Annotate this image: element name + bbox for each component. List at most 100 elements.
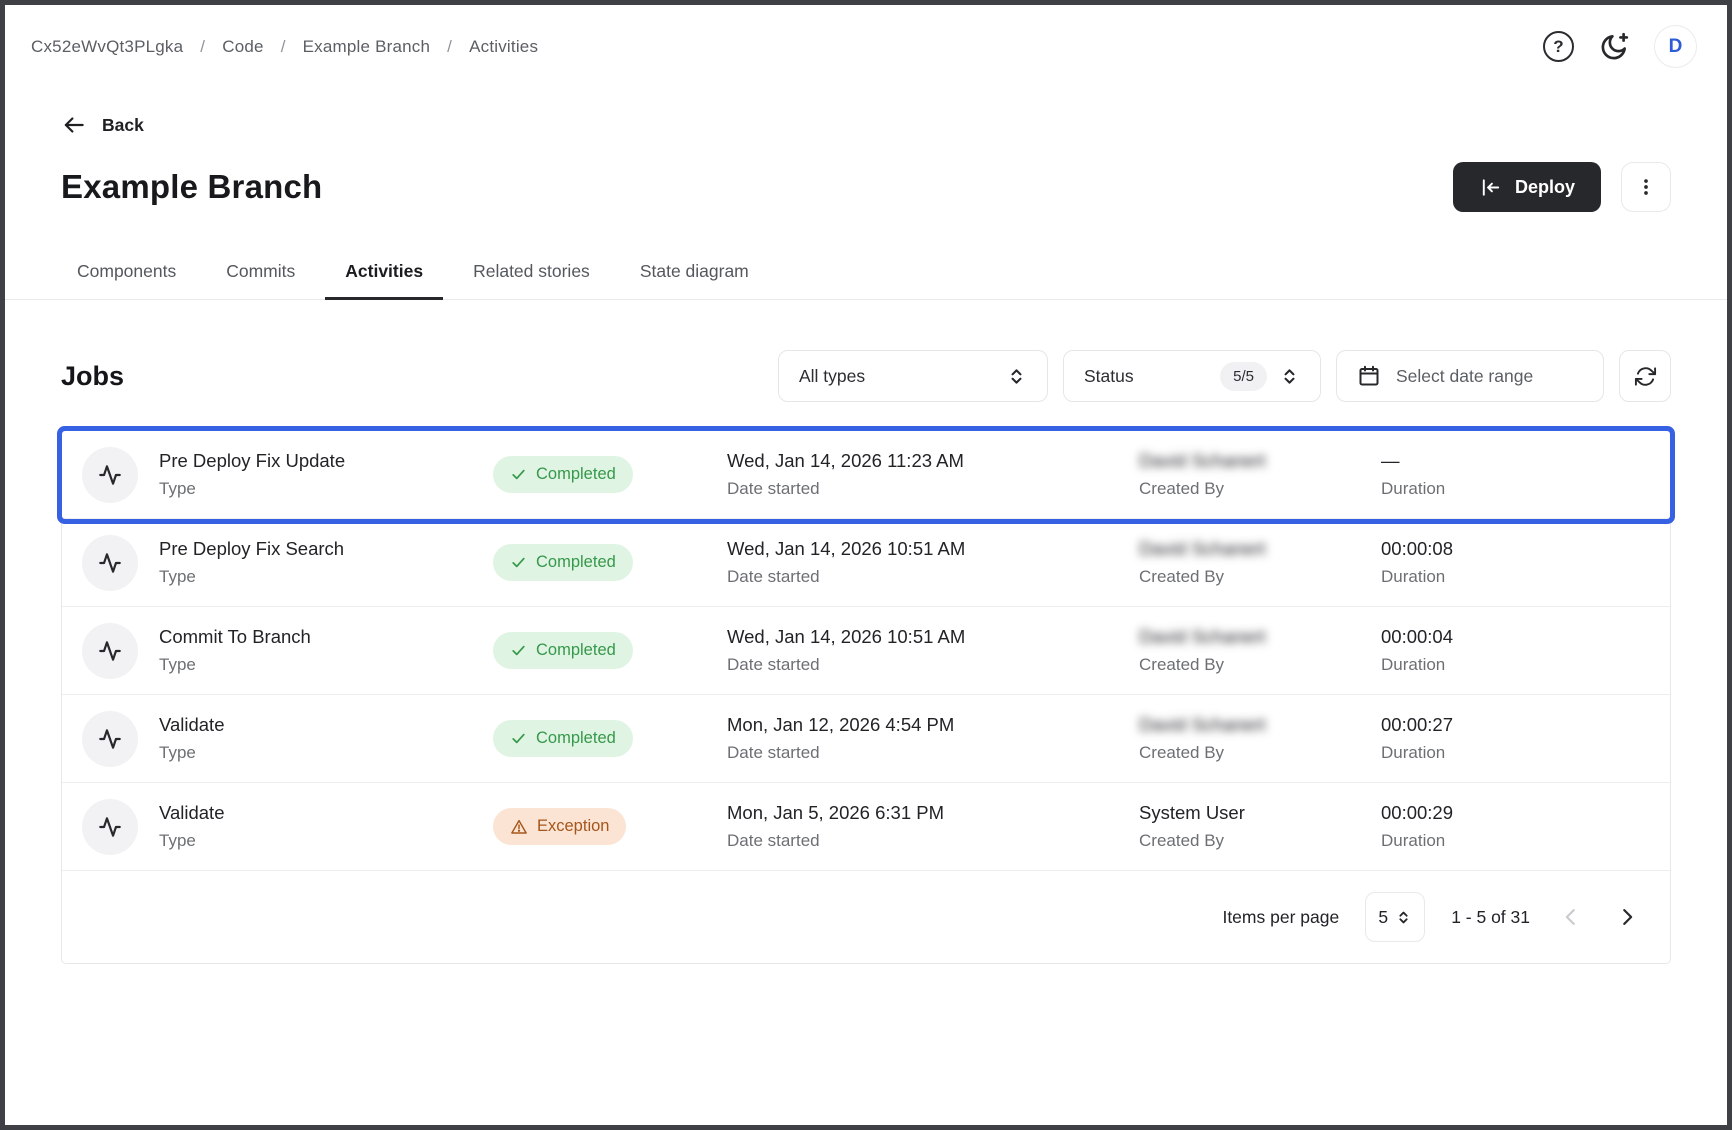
job-duration: 00:00:04 (1381, 626, 1454, 648)
back-arrow-icon (61, 112, 87, 138)
job-row[interactable]: Commit To Branch Type Completed Wed, Jan… (62, 607, 1670, 695)
job-date: Wed, Jan 14, 2026 11:23 AM (727, 450, 964, 472)
job-date: Wed, Jan 14, 2026 10:51 AM (727, 626, 966, 648)
back-label: Back (102, 114, 144, 135)
job-duration: — (1381, 450, 1400, 472)
job-duration: 00:00:29 (1381, 802, 1454, 824)
page-header: Example Branch Deploy (61, 162, 1671, 212)
duration-label: Duration (1381, 830, 1446, 850)
chevron-right-icon (1623, 909, 1633, 925)
items-per-page-value: 5 (1378, 906, 1389, 927)
type-filter-value: All types (799, 365, 866, 386)
refresh-button[interactable] (1619, 350, 1671, 402)
status-filter-select[interactable]: Status 5/5 (1063, 350, 1321, 402)
deploy-button[interactable]: Deploy (1452, 162, 1601, 212)
previous-page-button[interactable] (1556, 902, 1586, 932)
job-created-by: David Schanert (1139, 450, 1266, 472)
job-name: Commit To Branch (159, 626, 311, 648)
chevron-left-icon (1565, 909, 1575, 925)
job-row[interactable]: Validate Type Completed Mon, Jan 12, 202… (62, 695, 1670, 783)
date-started-label: Date started (727, 742, 820, 762)
status-filter-label: Status (1084, 365, 1134, 386)
duration-label: Duration (1381, 742, 1446, 762)
job-row[interactable]: Pre Deploy Fix Search Type Completed Wed… (62, 519, 1670, 607)
tab-bar: Components Commits Activities Related st… (5, 244, 1727, 300)
job-created-by: David Schanert (1139, 626, 1266, 648)
created-by-label: Created By (1139, 654, 1225, 674)
job-type-label: Type (159, 830, 196, 850)
moon-plus-icon (1598, 31, 1630, 63)
job-name: Validate (159, 714, 225, 736)
created-by-label: Created By (1139, 742, 1225, 762)
page-title: Example Branch (61, 168, 323, 205)
job-type-label: Type (159, 654, 196, 674)
status-badge: Completed (493, 720, 633, 757)
status-badge: Completed (493, 632, 633, 669)
job-type-label: Type (159, 566, 196, 586)
items-per-page-select[interactable]: 5 (1365, 892, 1426, 942)
topbar-actions: ? D (1543, 25, 1697, 68)
tab-related-stories[interactable]: Related stories (451, 244, 612, 299)
activity-icon (82, 622, 138, 679)
avatar[interactable]: D (1654, 25, 1697, 68)
check-icon (512, 469, 525, 480)
chevron-up-down-icon (1279, 366, 1300, 387)
type-filter-select[interactable]: All types (778, 350, 1048, 402)
job-row[interactable]: Validate Type Exception Mon, Jan 5, 2026… (62, 783, 1670, 871)
top-bar: Cx52eWvQt3PLgka / Code / Example Branch … (5, 5, 1727, 68)
tab-components[interactable]: Components (55, 244, 198, 299)
job-name: Pre Deploy Fix Search (159, 538, 345, 560)
job-row[interactable]: Pre Deploy Fix Update Type Completed Wed… (62, 431, 1670, 519)
job-created-by: System User (1139, 802, 1245, 824)
job-name: Pre Deploy Fix Update (159, 450, 346, 472)
tab-activities[interactable]: Activities (323, 244, 445, 300)
calendar-icon (1357, 364, 1381, 388)
next-page-button[interactable] (1612, 902, 1642, 932)
tab-commits[interactable]: Commits (204, 244, 317, 299)
back-button[interactable]: Back (61, 112, 144, 138)
date-started-label: Date started (727, 566, 820, 586)
items-per-page-label: Items per page (1222, 906, 1340, 927)
avatar-initial: D (1668, 35, 1683, 57)
chevron-up-down-icon (1006, 366, 1027, 387)
more-options-button[interactable] (1621, 162, 1671, 212)
deploy-icon (1479, 176, 1502, 199)
created-by-label: Created By (1139, 566, 1225, 586)
job-date: Mon, Jan 12, 2026 4:54 PM (727, 714, 955, 736)
breadcrumb: Cx52eWvQt3PLgka / Code / Example Branch … (31, 37, 538, 57)
help-icon: ? (1543, 31, 1574, 62)
activity-icon (82, 446, 138, 503)
job-name: Validate (159, 802, 225, 824)
breadcrumb-project[interactable]: Cx52eWvQt3PLgka (31, 36, 184, 56)
job-type-label: Type (159, 742, 196, 762)
duration-label: Duration (1381, 478, 1446, 498)
status-badge: Exception (493, 808, 627, 845)
deploy-label: Deploy (1514, 176, 1575, 197)
date-range-picker[interactable]: Select date range (1336, 350, 1604, 402)
breadcrumb-code[interactable]: Code (222, 36, 264, 56)
dark-mode-toggle[interactable] (1598, 31, 1630, 63)
breadcrumb-branch[interactable]: Example Branch (302, 36, 431, 56)
job-duration: 00:00:27 (1381, 714, 1454, 736)
help-button[interactable]: ? (1543, 31, 1574, 62)
tab-state-diagram[interactable]: State diagram (618, 244, 771, 299)
check-icon (512, 557, 525, 568)
created-by-label: Created By (1139, 478, 1225, 498)
kebab-icon (1635, 176, 1657, 198)
jobs-filters: All types Status 5/5 (778, 350, 1671, 402)
date-started-label: Date started (727, 830, 820, 850)
job-date: Mon, Jan 5, 2026 6:31 PM (727, 802, 944, 824)
check-icon (512, 733, 525, 744)
date-started-label: Date started (727, 478, 820, 498)
chevron-up-down-icon (1395, 909, 1412, 926)
status-badge: Completed (493, 456, 633, 493)
date-started-label: Date started (727, 654, 820, 674)
duration-label: Duration (1381, 566, 1446, 586)
breadcrumb-activities[interactable]: Activities (469, 36, 539, 56)
jobs-heading: Jobs (61, 360, 125, 391)
check-icon (512, 645, 525, 656)
job-created-by: David Schanert (1139, 714, 1266, 736)
activity-icon (82, 798, 138, 855)
pagination: Items per page 5 1 - 5 of 31 (62, 871, 1670, 963)
